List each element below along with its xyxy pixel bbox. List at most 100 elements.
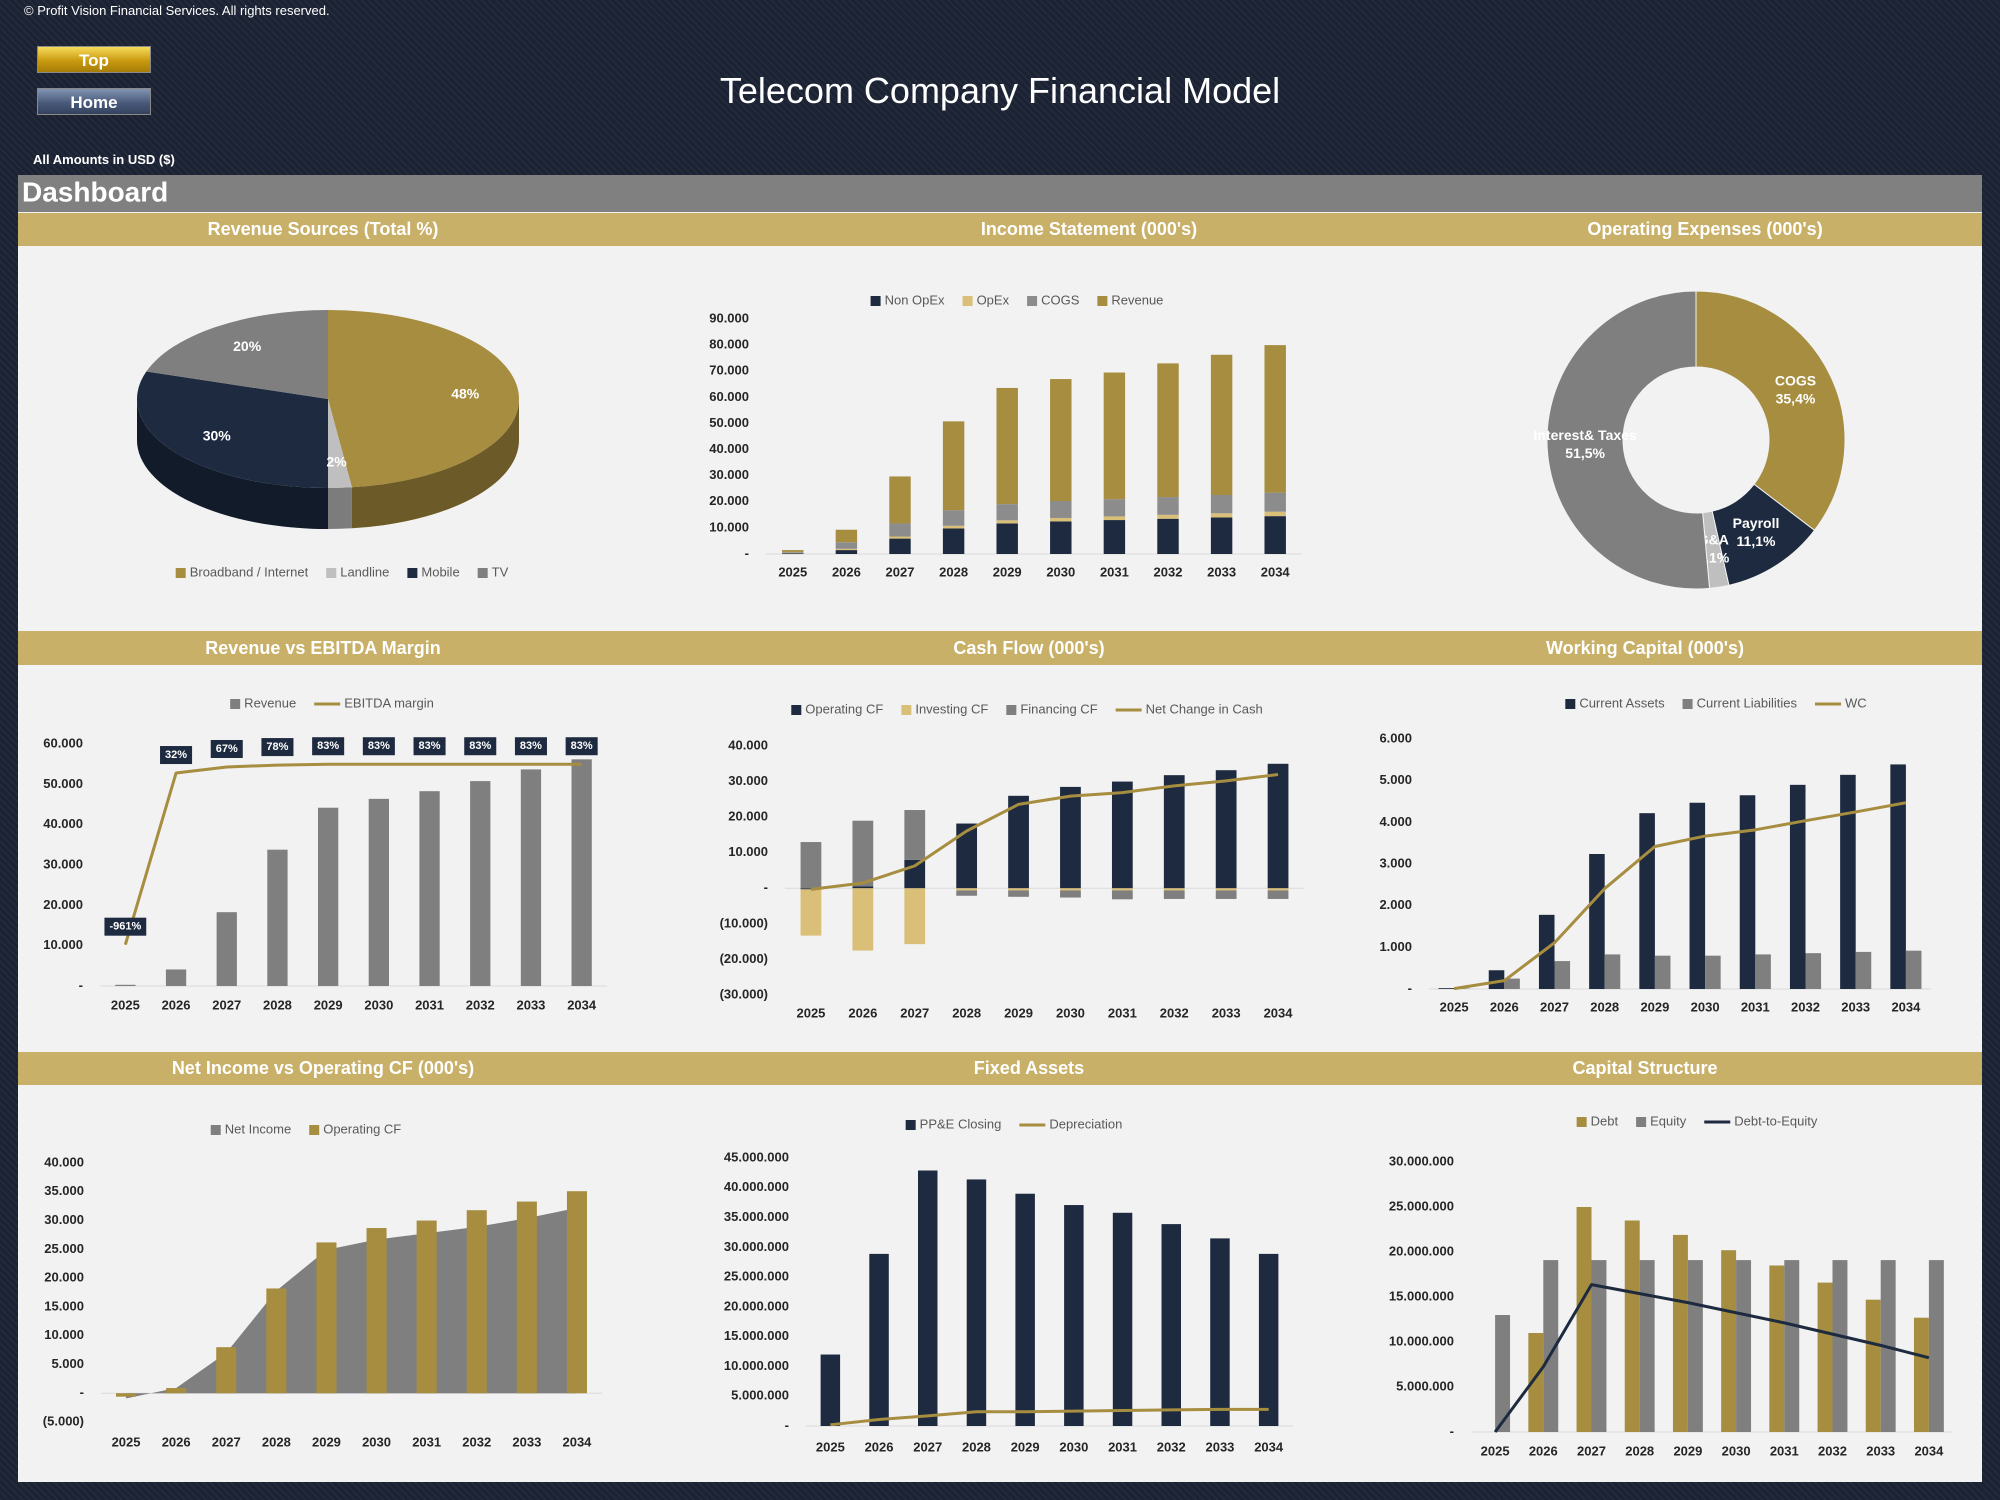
bar — [470, 781, 491, 986]
bar — [520, 769, 542, 986]
bar — [1639, 1260, 1655, 1432]
pie-slice — [328, 399, 352, 488]
legend-marker — [326, 568, 337, 578]
x-tick-label: 2032 — [1160, 1005, 1189, 1020]
legend: Revenue EBITDA margin — [230, 695, 434, 710]
y-tick-label: 20.000.000 — [724, 1298, 789, 1313]
bar — [1060, 890, 1081, 898]
y-tick-label: 2.000 — [1379, 897, 1412, 912]
legend-label: Non OpEx — [885, 292, 945, 307]
legend-marker — [175, 568, 186, 578]
x-tick-label: 2034 — [567, 997, 597, 1012]
x-tick-label: 2029 — [314, 997, 343, 1012]
line — [1493, 1283, 1930, 1433]
bar — [571, 759, 592, 986]
legend-label: TV — [492, 564, 509, 579]
bar — [1210, 354, 1233, 495]
bar — [267, 849, 288, 986]
bar — [1672, 1234, 1688, 1432]
x-tick-label: 2033 — [1866, 1443, 1895, 1458]
y-tick-label: 15.000.000 — [724, 1328, 789, 1343]
bar — [566, 1191, 587, 1394]
bar — [416, 1220, 437, 1394]
bar — [1504, 978, 1520, 989]
bar — [1604, 954, 1621, 989]
bar — [835, 548, 858, 551]
bar — [1817, 1282, 1833, 1432]
y-tick-label: 25.000 — [44, 1241, 84, 1256]
pie-side — [351, 399, 519, 529]
bar — [1689, 802, 1706, 989]
chart-title: Fixed Assets — [974, 1058, 1084, 1078]
chart-title: Cash Flow (000's) — [953, 638, 1104, 658]
line — [830, 1407, 1269, 1427]
slice-label: 35,4% — [1776, 390, 1816, 406]
top-button[interactable]: Top — [37, 46, 151, 73]
x-tick-label: 2029 — [1004, 1005, 1033, 1020]
legend-label: Current Assets — [1579, 695, 1665, 710]
x-tick-label: 2028 — [952, 1005, 981, 1020]
legend-label: Net Income — [225, 1121, 291, 1136]
y-tick-label: 90.000 — [709, 310, 749, 325]
bar — [782, 551, 804, 553]
home-button[interactable]: Home — [37, 88, 151, 115]
y-tick-label: 20.000 — [728, 809, 768, 824]
legend-label: Broadband / Internet — [190, 564, 309, 579]
y-tick-label: - — [745, 545, 749, 560]
x-tick-label: 2026 — [1490, 999, 1519, 1014]
legend-marker — [477, 568, 488, 578]
pie-side-shade — [328, 487, 352, 529]
bar — [1112, 1212, 1133, 1426]
bar — [1591, 1260, 1607, 1432]
bar — [1554, 961, 1571, 989]
y-tick-label: 60.000 — [709, 389, 749, 404]
x-tick-label: 2034 — [1914, 1443, 1944, 1458]
x-tick-label: 2026 — [865, 1439, 894, 1454]
bar — [115, 984, 136, 986]
x-tick-label: 2034 — [1254, 1439, 1284, 1454]
bar — [800, 889, 822, 936]
bar — [1215, 888, 1237, 891]
bar — [1157, 518, 1179, 554]
data-label: 83% — [368, 740, 390, 752]
y-tick-label: 6.000 — [1379, 730, 1412, 745]
chart-title: Capital Structure — [1572, 1058, 1717, 1078]
legend: Operating CF Investing CF Financing CF Net … — [791, 701, 1263, 716]
x-tick-label: 2030 — [1046, 564, 1075, 579]
legend-marker — [901, 705, 912, 715]
data-label: 83% — [571, 740, 593, 752]
bar — [1264, 492, 1286, 512]
bar — [904, 810, 926, 860]
bar — [166, 1388, 187, 1394]
bar — [918, 1170, 938, 1426]
bar — [782, 553, 804, 554]
y-tick-label: 45.000.000 — [724, 1149, 789, 1164]
bar — [942, 421, 965, 511]
copyright: © Profit Vision Financial Services. All … — [24, 3, 330, 18]
y-tick-label: 15.000.000 — [1389, 1288, 1454, 1303]
y-tick-label: - — [785, 1417, 789, 1432]
y-tick-label: 10.000.000 — [1389, 1333, 1454, 1348]
bar — [1789, 784, 1806, 989]
x-tick-label: 2027 — [1577, 1443, 1606, 1458]
bar — [216, 1347, 237, 1394]
slice-label: 2% — [327, 454, 348, 470]
label-box — [362, 737, 395, 756]
bar — [1784, 1260, 1800, 1432]
bar — [966, 1179, 987, 1426]
label-box — [210, 739, 243, 758]
slice-category: COGS — [1775, 372, 1816, 388]
legend-label: Financing CF — [1020, 701, 1097, 716]
bar — [1488, 970, 1505, 989]
x-tick-label: 2029 — [1673, 1443, 1702, 1458]
x-tick-label: 2027 — [886, 564, 915, 579]
x-tick-label: 2029 — [1011, 1439, 1040, 1454]
chart-title: Revenue vs EBITDA Margin — [205, 638, 440, 658]
x-tick-label: 2031 — [1108, 1439, 1137, 1454]
legend-marker — [962, 296, 973, 306]
bar — [165, 969, 187, 986]
bar — [956, 890, 978, 896]
bar — [1264, 516, 1286, 554]
y-tick-label: - — [1450, 1423, 1454, 1438]
